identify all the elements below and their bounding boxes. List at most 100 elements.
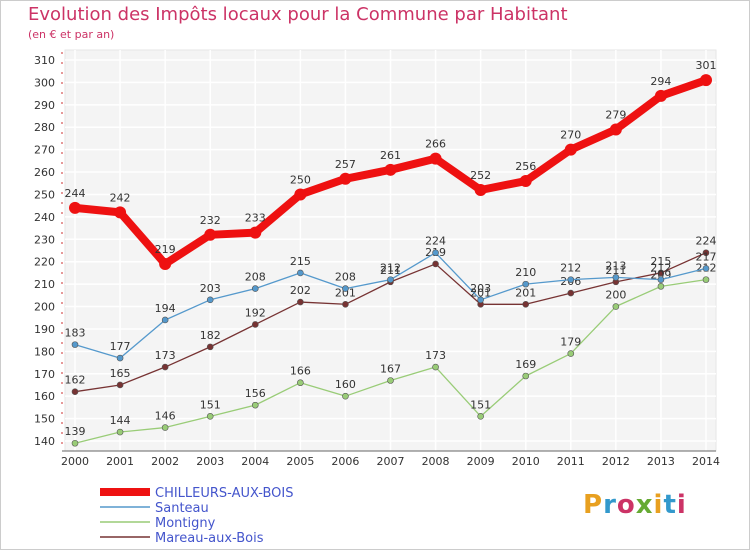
data-point: [251, 401, 259, 409]
data-point: [477, 413, 484, 420]
y-tick-label: 250: [34, 188, 55, 201]
chart-subtitle: (en € et par an): [28, 28, 115, 41]
data-point: [161, 424, 169, 431]
data-label: 146: [155, 410, 176, 423]
data-point: [432, 260, 439, 268]
x-tick-label: 2001: [106, 455, 134, 468]
data-point: [342, 285, 349, 292]
x-tick-label: 2008: [422, 455, 450, 468]
data-point: [116, 428, 124, 436]
data-label: 256: [515, 160, 536, 173]
data-point: [429, 152, 442, 165]
x-tick-label: 2007: [377, 455, 405, 468]
x-tick-label: 2011: [557, 455, 585, 468]
data-point: [339, 172, 352, 185]
y-tick-label: 230: [34, 233, 55, 246]
data-point: [71, 341, 79, 348]
data-label: 211: [380, 264, 401, 277]
data-label: 203: [470, 282, 491, 295]
data-label: 194: [155, 302, 176, 315]
data-point: [657, 283, 665, 290]
y-tick-label: 140: [34, 435, 55, 448]
data-point: [206, 296, 214, 304]
data-point: [384, 163, 397, 176]
logo-letter: t: [663, 490, 677, 520]
data-label: 252: [470, 169, 491, 182]
x-tick-label: 2014: [692, 455, 720, 468]
data-point: [69, 201, 81, 214]
data-point: [567, 350, 575, 357]
data-label: 270: [560, 129, 581, 142]
data-point: [71, 388, 79, 395]
data-label: 212: [380, 262, 401, 275]
data-point: [71, 439, 79, 447]
data-label: 219: [155, 243, 176, 256]
data-label: 250: [290, 173, 311, 186]
data-point: [297, 379, 304, 387]
y-tick-label: 260: [34, 166, 55, 179]
data-point: [251, 285, 259, 292]
logo-letter: P: [583, 490, 604, 520]
data-point: [477, 296, 484, 304]
data-point: [702, 276, 710, 283]
data-label: 179: [560, 336, 581, 349]
x-tick-label: 2002: [151, 455, 179, 468]
data-label: 257: [335, 158, 356, 171]
logo-letter: o: [616, 490, 636, 520]
data-point: [387, 377, 394, 384]
data-label: 215: [650, 255, 671, 268]
data-point: [114, 206, 127, 219]
x-tick-label: 2003: [196, 455, 224, 468]
data-point: [657, 269, 665, 277]
series-montigny: 139 144 146 151 156 166 160 167 173 151 169 179 200 2…: [65, 262, 717, 447]
chart-title: Evolution des Impôts locaux pour la Comm…: [28, 4, 568, 25]
data-label: 160: [335, 378, 356, 391]
data-label: 261: [380, 149, 401, 162]
y-tick-label: 220: [34, 256, 55, 269]
y-tick-label: 270: [34, 144, 55, 157]
data-point: [297, 298, 304, 306]
data-label: 242: [110, 191, 131, 204]
data-label: 213: [605, 259, 626, 272]
data-label: 166: [290, 365, 311, 378]
data-point: [612, 303, 620, 310]
data-point: [297, 269, 304, 277]
data-point: [564, 143, 577, 156]
data-point: [159, 257, 172, 270]
data-label: 232: [200, 214, 221, 227]
data-label: 182: [200, 329, 221, 342]
data-label: 266: [425, 138, 446, 151]
data-point: [116, 354, 124, 362]
data-label: 173: [155, 349, 176, 362]
data-label: 208: [335, 271, 356, 284]
y-tick-label: 300: [34, 76, 55, 89]
data-label: 279: [605, 108, 626, 121]
data-label: 202: [290, 284, 311, 297]
data-label: 165: [110, 367, 131, 380]
data-point: [474, 183, 487, 196]
data-point: [702, 265, 710, 272]
data-label: 156: [245, 387, 266, 400]
data-label: 210: [515, 266, 536, 279]
data-point: [522, 372, 530, 380]
x-tick-label: 2004: [241, 455, 269, 468]
data-point: [567, 289, 575, 297]
legend: CHILLEURS-AUX-BOISSanteauMontignyMareau-…: [100, 486, 294, 546]
data-point: [657, 276, 665, 283]
data-point: [522, 300, 530, 308]
y-tick-label: 310: [34, 54, 55, 67]
data-label: 139: [65, 425, 86, 438]
data-point: [654, 89, 667, 102]
data-label: 151: [470, 398, 491, 411]
data-label: 233: [245, 212, 266, 225]
y-tick-label: 200: [34, 301, 55, 314]
series-chilleurs-aux-bois: 244 242 219 232 233 250 257 261 266 252 256 270 279 2…: [65, 59, 717, 270]
data-label: 144: [110, 414, 131, 427]
data-label: 244: [65, 187, 86, 200]
data-point: [702, 249, 710, 257]
y-tick-label: 280: [34, 121, 55, 134]
x-tick-label: 2006: [331, 455, 359, 468]
data-label: 212: [650, 262, 671, 275]
